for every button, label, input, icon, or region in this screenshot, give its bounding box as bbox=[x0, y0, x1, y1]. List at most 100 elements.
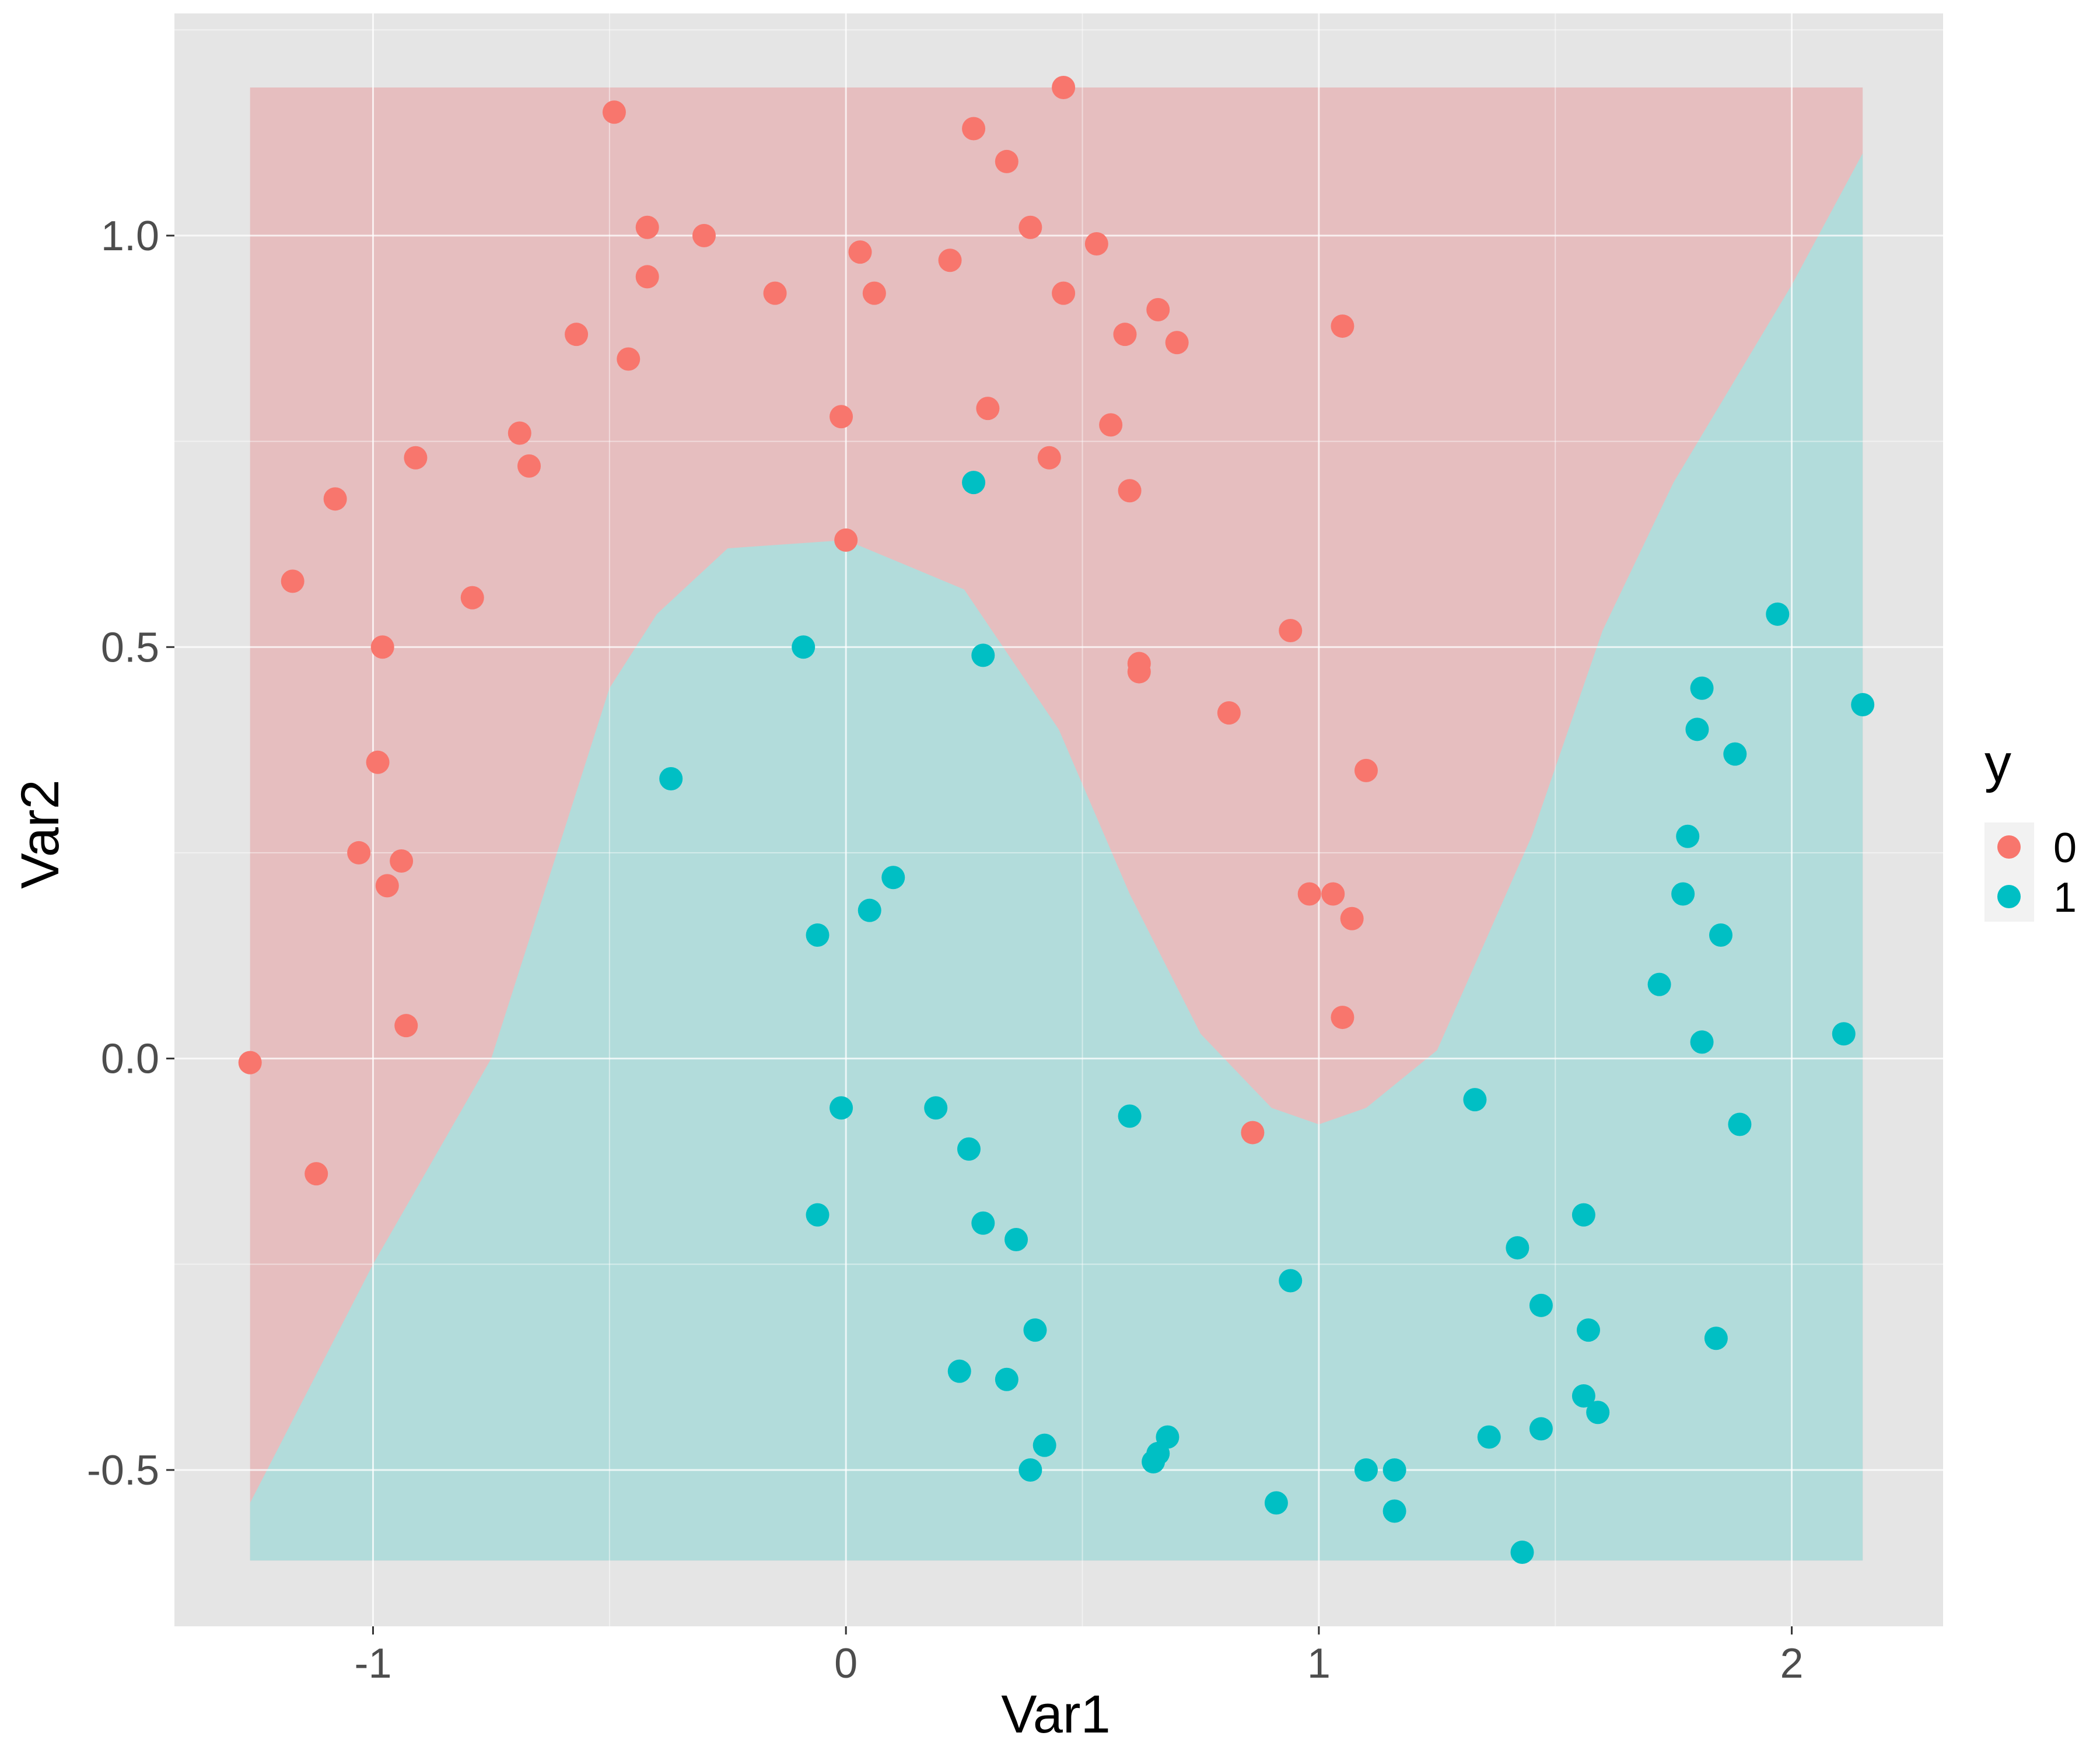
data-point-class-0 bbox=[1354, 758, 1378, 782]
data-point-class-0 bbox=[1019, 215, 1042, 239]
data-point-class-1 bbox=[1510, 1541, 1534, 1564]
gridlines bbox=[174, 13, 1943, 1626]
legend-title: y bbox=[1985, 734, 2011, 793]
decision-regions bbox=[250, 87, 1863, 1561]
data-point-class-0 bbox=[995, 149, 1019, 173]
data-point-class-0 bbox=[366, 750, 390, 774]
data-point-class-1 bbox=[1576, 1318, 1600, 1342]
data-point-class-0 bbox=[281, 569, 304, 593]
data-point-class-1 bbox=[1671, 882, 1695, 906]
legend-label-0: 0 bbox=[2053, 825, 2077, 872]
data-point-class-1 bbox=[1685, 718, 1709, 741]
data-point-class-0 bbox=[1084, 232, 1108, 256]
data-point-class-0 bbox=[1052, 75, 1076, 99]
data-point-class-0 bbox=[394, 1014, 418, 1038]
data-point-class-1 bbox=[1723, 742, 1747, 766]
data-point-class-1 bbox=[830, 1096, 853, 1120]
data-point-class-1 bbox=[1709, 923, 1732, 947]
data-point-class-0 bbox=[1279, 619, 1303, 643]
y-tick-label: 1.0 bbox=[101, 213, 159, 260]
data-point-class-0 bbox=[370, 635, 394, 659]
data-point-class-0 bbox=[848, 240, 872, 264]
data-point-class-1 bbox=[1019, 1458, 1042, 1482]
data-point-class-0 bbox=[763, 281, 787, 305]
data-point-class-0 bbox=[1165, 331, 1189, 355]
x-tick-label: 2 bbox=[1780, 1640, 1804, 1687]
data-point-class-1 bbox=[1382, 1458, 1406, 1482]
data-point-class-1 bbox=[1586, 1401, 1610, 1424]
data-point-class-1 bbox=[1264, 1491, 1288, 1515]
data-point-class-0 bbox=[1052, 281, 1076, 305]
data-point-class-0 bbox=[517, 454, 541, 478]
x-tick-label: 0 bbox=[834, 1640, 858, 1687]
x-tick-label: 1 bbox=[1307, 1640, 1331, 1687]
legend-swatch-0 bbox=[1997, 835, 2021, 859]
data-point-class-1 bbox=[995, 1367, 1019, 1391]
data-point-class-1 bbox=[957, 1137, 981, 1161]
data-points bbox=[238, 75, 1875, 1564]
data-point-class-0 bbox=[692, 223, 716, 247]
data-point-class-1 bbox=[1023, 1318, 1047, 1342]
data-point-class-0 bbox=[602, 100, 626, 124]
data-point-class-1 bbox=[1647, 972, 1671, 996]
data-point-class-0 bbox=[1331, 1006, 1354, 1030]
data-point-class-0 bbox=[238, 1051, 262, 1074]
legend-swatch-1 bbox=[1997, 885, 2021, 908]
data-point-class-1 bbox=[1690, 1030, 1714, 1054]
y-tick-label: -0.5 bbox=[87, 1447, 159, 1494]
data-point-class-0 bbox=[862, 281, 886, 305]
data-point-class-1 bbox=[1572, 1203, 1595, 1227]
data-point-class-0 bbox=[1217, 701, 1241, 725]
y-tick-label: 0.0 bbox=[101, 1036, 159, 1083]
data-point-class-0 bbox=[635, 215, 659, 239]
data-point-class-1 bbox=[806, 1203, 830, 1227]
data-point-class-1 bbox=[1851, 693, 1875, 716]
data-point-class-1 bbox=[1766, 602, 1790, 626]
data-point-class-0 bbox=[962, 117, 986, 141]
data-point-class-0 bbox=[508, 421, 531, 445]
data-point-class-1 bbox=[792, 635, 816, 659]
data-point-class-1 bbox=[1572, 1384, 1595, 1408]
data-point-class-1 bbox=[881, 866, 905, 890]
y-axis: -0.5 0.0 0.5 1.0 bbox=[87, 213, 174, 1494]
legend: y 01 bbox=[1985, 734, 2077, 922]
data-point-class-1 bbox=[858, 898, 881, 922]
data-point-class-1 bbox=[1279, 1269, 1303, 1293]
data-point-class-1 bbox=[924, 1096, 948, 1120]
data-point-class-1 bbox=[1382, 1499, 1406, 1523]
data-point-class-0 bbox=[323, 487, 347, 511]
data-point-class-0 bbox=[635, 265, 659, 289]
y-axis-title: Var2 bbox=[10, 779, 70, 889]
data-point-class-0 bbox=[565, 323, 589, 346]
data-point-class-1 bbox=[1118, 1104, 1142, 1128]
data-point-class-1 bbox=[971, 643, 995, 667]
data-point-class-1 bbox=[1529, 1293, 1553, 1317]
data-point-class-1 bbox=[1005, 1227, 1028, 1251]
data-point-class-0 bbox=[1146, 298, 1170, 321]
data-point-class-1 bbox=[1032, 1433, 1056, 1457]
data-point-class-0 bbox=[1340, 907, 1364, 930]
data-point-class-0 bbox=[1331, 314, 1354, 338]
data-point-class-1 bbox=[1704, 1326, 1728, 1350]
data-point-class-0 bbox=[1127, 660, 1151, 684]
data-point-class-0 bbox=[390, 849, 414, 873]
data-point-class-0 bbox=[1113, 323, 1137, 346]
data-point-class-0 bbox=[460, 586, 484, 610]
data-point-class-0 bbox=[1321, 882, 1345, 906]
data-point-class-0 bbox=[375, 874, 399, 898]
data-point-class-1 bbox=[1477, 1425, 1501, 1449]
data-point-class-0 bbox=[1241, 1121, 1265, 1144]
data-point-class-0 bbox=[304, 1162, 328, 1186]
data-point-class-1 bbox=[947, 1359, 971, 1383]
data-point-class-1 bbox=[1832, 1022, 1856, 1046]
data-point-class-0 bbox=[404, 446, 428, 470]
data-point-class-1 bbox=[806, 923, 830, 947]
data-point-class-0 bbox=[1118, 479, 1142, 503]
y-tick-label: 0.5 bbox=[101, 624, 159, 671]
data-point-class-0 bbox=[617, 347, 640, 371]
x-axis-title: Var1 bbox=[1001, 1685, 1111, 1744]
data-point-class-0 bbox=[976, 397, 1000, 421]
x-tick-label: -1 bbox=[354, 1640, 391, 1687]
data-point-class-0 bbox=[1297, 882, 1321, 906]
